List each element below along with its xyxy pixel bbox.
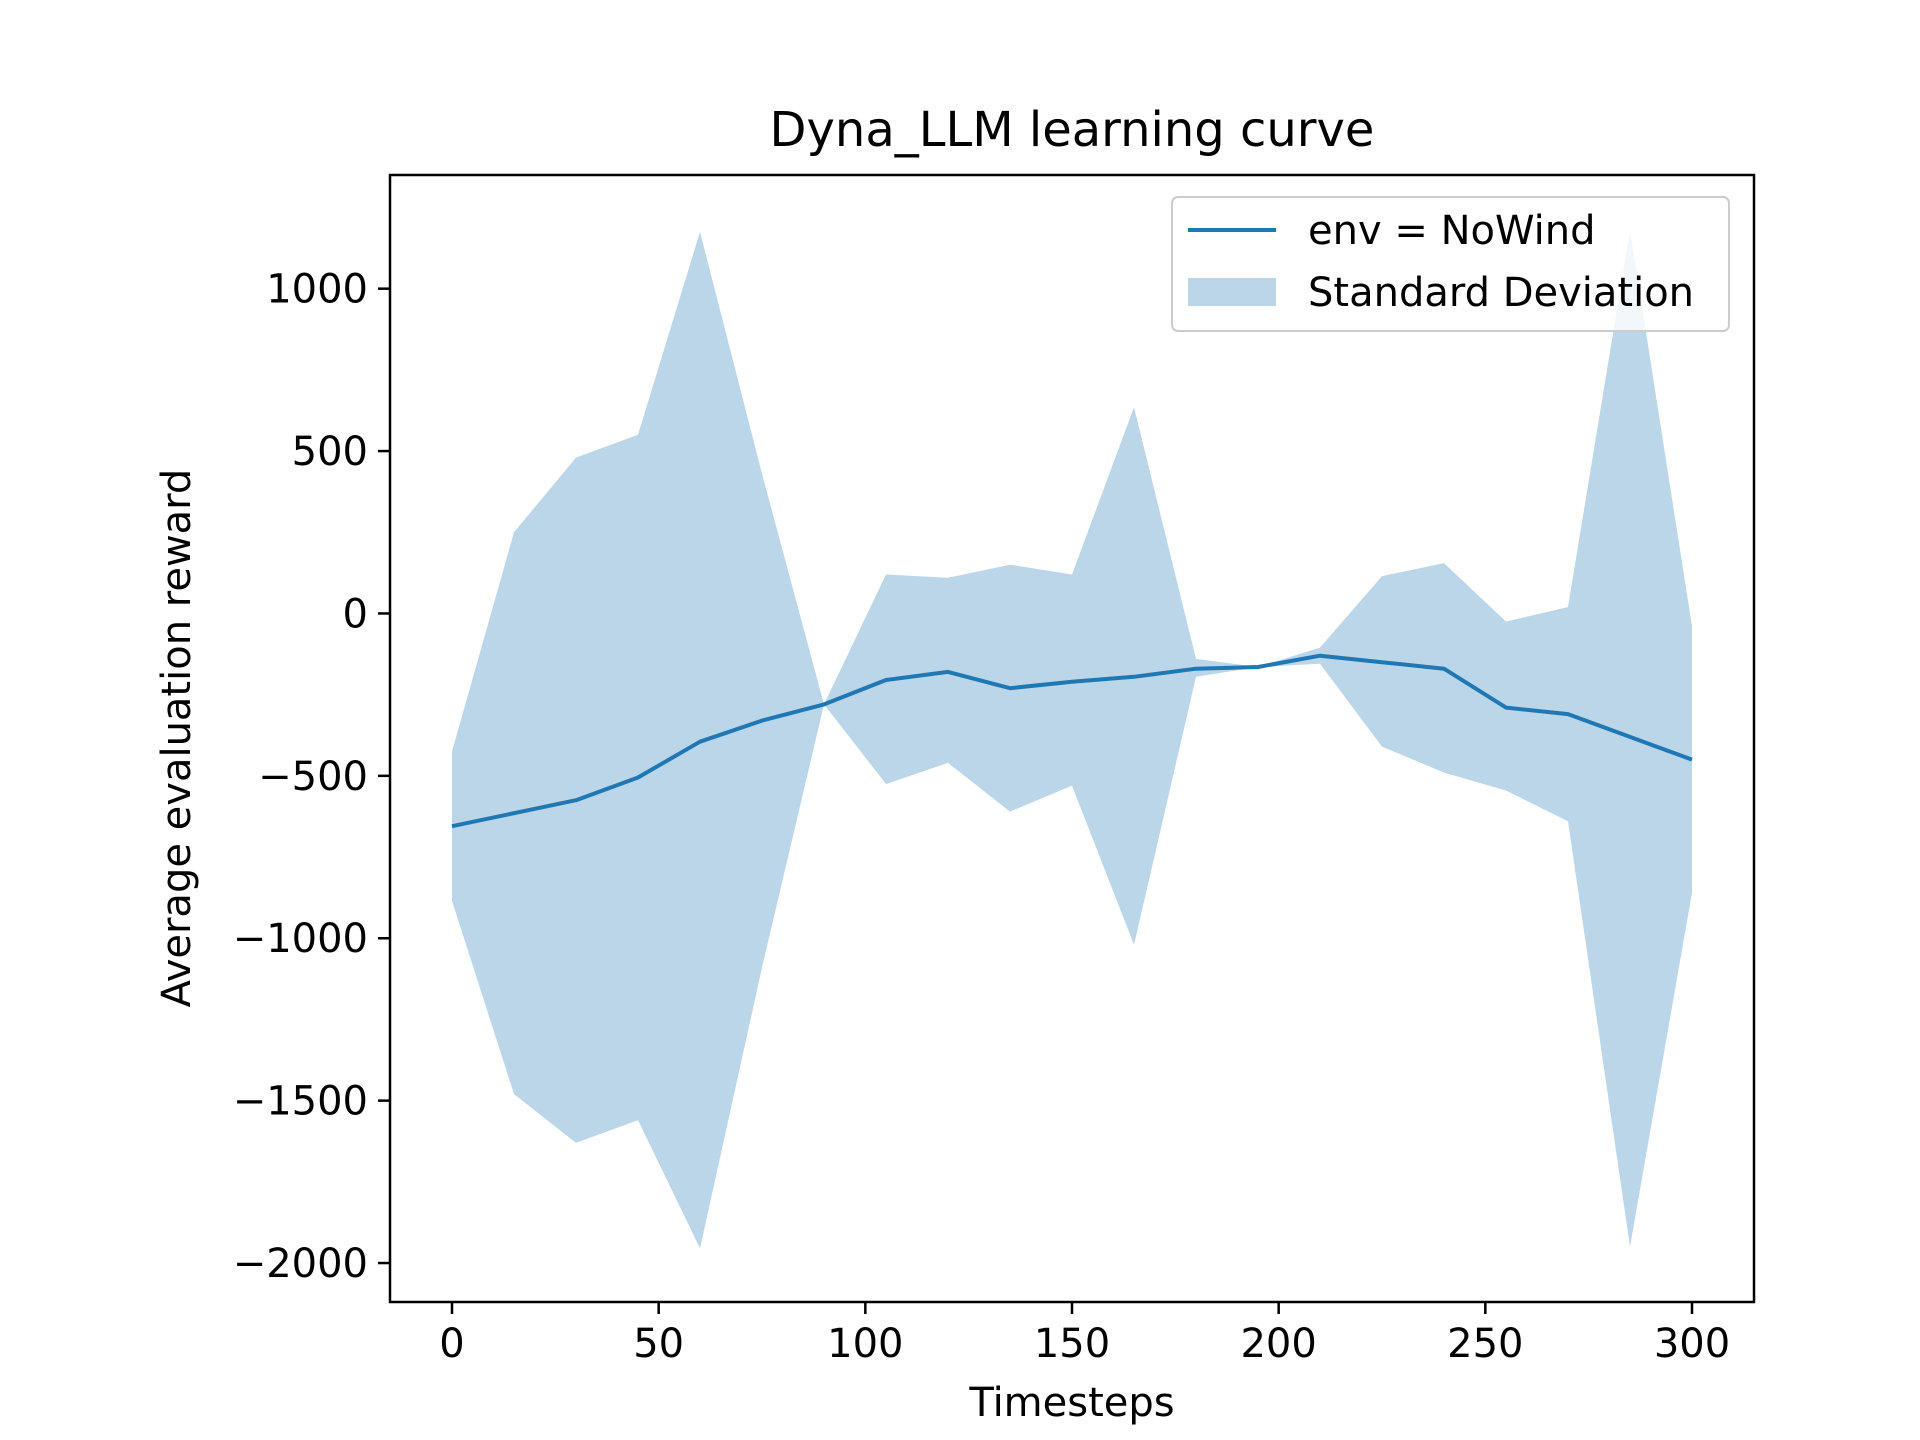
legend-label-band: Standard Deviation bbox=[1308, 270, 1694, 316]
x-tick-label: 200 bbox=[1240, 1321, 1316, 1367]
y-tick-label: 1000 bbox=[266, 267, 368, 313]
y-tick-label: −1500 bbox=[233, 1079, 368, 1125]
legend-band-swatch bbox=[1188, 278, 1276, 306]
legend-label-series: env = NoWind bbox=[1308, 208, 1596, 254]
x-axis-label: Timesteps bbox=[968, 1380, 1174, 1426]
y-tick-label: 500 bbox=[292, 429, 368, 475]
x-tick-label: 150 bbox=[1034, 1321, 1110, 1367]
std-band bbox=[452, 230, 1692, 1249]
y-tick-label: −2000 bbox=[233, 1241, 368, 1287]
legend-frame bbox=[1171, 196, 1730, 332]
plot-area bbox=[451, 230, 1693, 1249]
series-line-0 bbox=[451, 653, 1693, 829]
x-tick-label: 0 bbox=[439, 1321, 464, 1367]
y-tick-label: −500 bbox=[258, 754, 368, 800]
axes: 0 50 100 150 200 250 300 −2000 −1500 −1000 −500 0 50… bbox=[233, 173, 1756, 1367]
x-tick-label: 250 bbox=[1447, 1321, 1523, 1367]
y-axis-label: Average evaluation reward bbox=[154, 469, 200, 1008]
legend: env = NoWind Standard Deviation bbox=[1171, 196, 1730, 332]
x-tick-label: 50 bbox=[633, 1321, 684, 1367]
x-tick-label: 100 bbox=[827, 1321, 903, 1367]
x-tick-label: 300 bbox=[1654, 1321, 1730, 1367]
chart-title: Dyna_LLM learning curve bbox=[770, 102, 1375, 158]
y-tick-label: 0 bbox=[343, 591, 368, 637]
y-tick-label: −1000 bbox=[233, 916, 368, 962]
